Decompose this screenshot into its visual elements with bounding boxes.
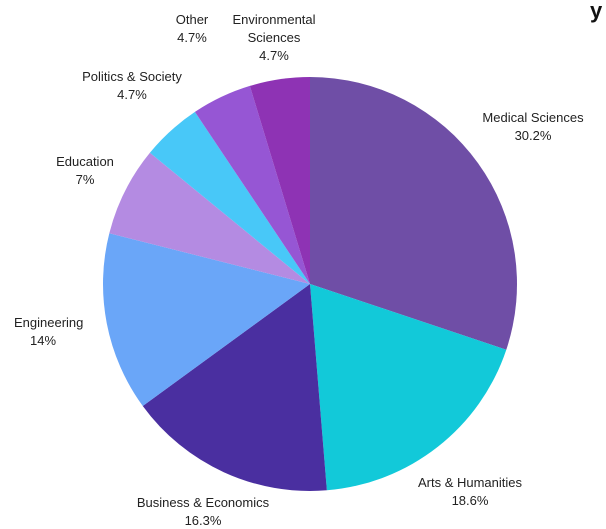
pie-slice-other (194, 85, 310, 285)
slice-value-text: 7% (76, 172, 95, 187)
pie-slice-education (109, 152, 310, 284)
pie-labels: Medical Sciences 30.2% Arts & Humanities 18… (14, 12, 584, 528)
slice-category-text: Business & Economics (137, 495, 270, 510)
pie-slice-arts-humanities (310, 284, 507, 491)
slice-value-text: 16.3% (185, 513, 222, 528)
slice-category-text: Sciences (248, 30, 301, 45)
chart-title-fragment: y (590, 0, 603, 23)
slice-category-text: Education (56, 154, 114, 169)
slice-category-text: Other (176, 12, 209, 27)
slice-category-text: Environmental (232, 12, 315, 27)
slice-category-text: Politics & Society (82, 69, 182, 84)
slice-label-business-economics: Business & Economics 16.3% (137, 495, 270, 528)
slice-value-text: 4.7% (259, 48, 289, 63)
slice-label-other: Other 4.7% (176, 12, 209, 45)
pie-slice-medical-sciences (310, 77, 517, 350)
slice-label-engineering: Engineering 14% (14, 315, 83, 348)
slice-label-education: Education 7% (56, 154, 114, 187)
pie-slice-politics-society (149, 111, 310, 285)
pie-slices (103, 77, 517, 491)
slice-category-text: Medical Sciences (482, 110, 584, 125)
slice-label-arts-humanities: Arts & Humanities 18.6% (418, 475, 523, 508)
slice-label-environmental-sciences: Environmental Sciences 4.7% (232, 12, 315, 63)
slice-value-text: 4.7% (177, 30, 207, 45)
pie-slice-engineering (103, 233, 310, 406)
slice-label-politics-society: Politics & Society 4.7% (82, 69, 182, 102)
slice-category-text: Engineering (14, 315, 83, 330)
slice-category-text: Arts & Humanities (418, 475, 523, 490)
slice-value-text: 4.7% (117, 87, 147, 102)
slice-value-text: 18.6% (452, 493, 489, 508)
slice-value-text: 14% (30, 333, 56, 348)
slice-label-medical-sciences: Medical Sciences 30.2% (482, 110, 584, 143)
pie-slice-business-economics (142, 284, 327, 491)
pie-slice-environmental-sciences (249, 77, 310, 284)
slice-value-text: 30.2% (515, 128, 552, 143)
